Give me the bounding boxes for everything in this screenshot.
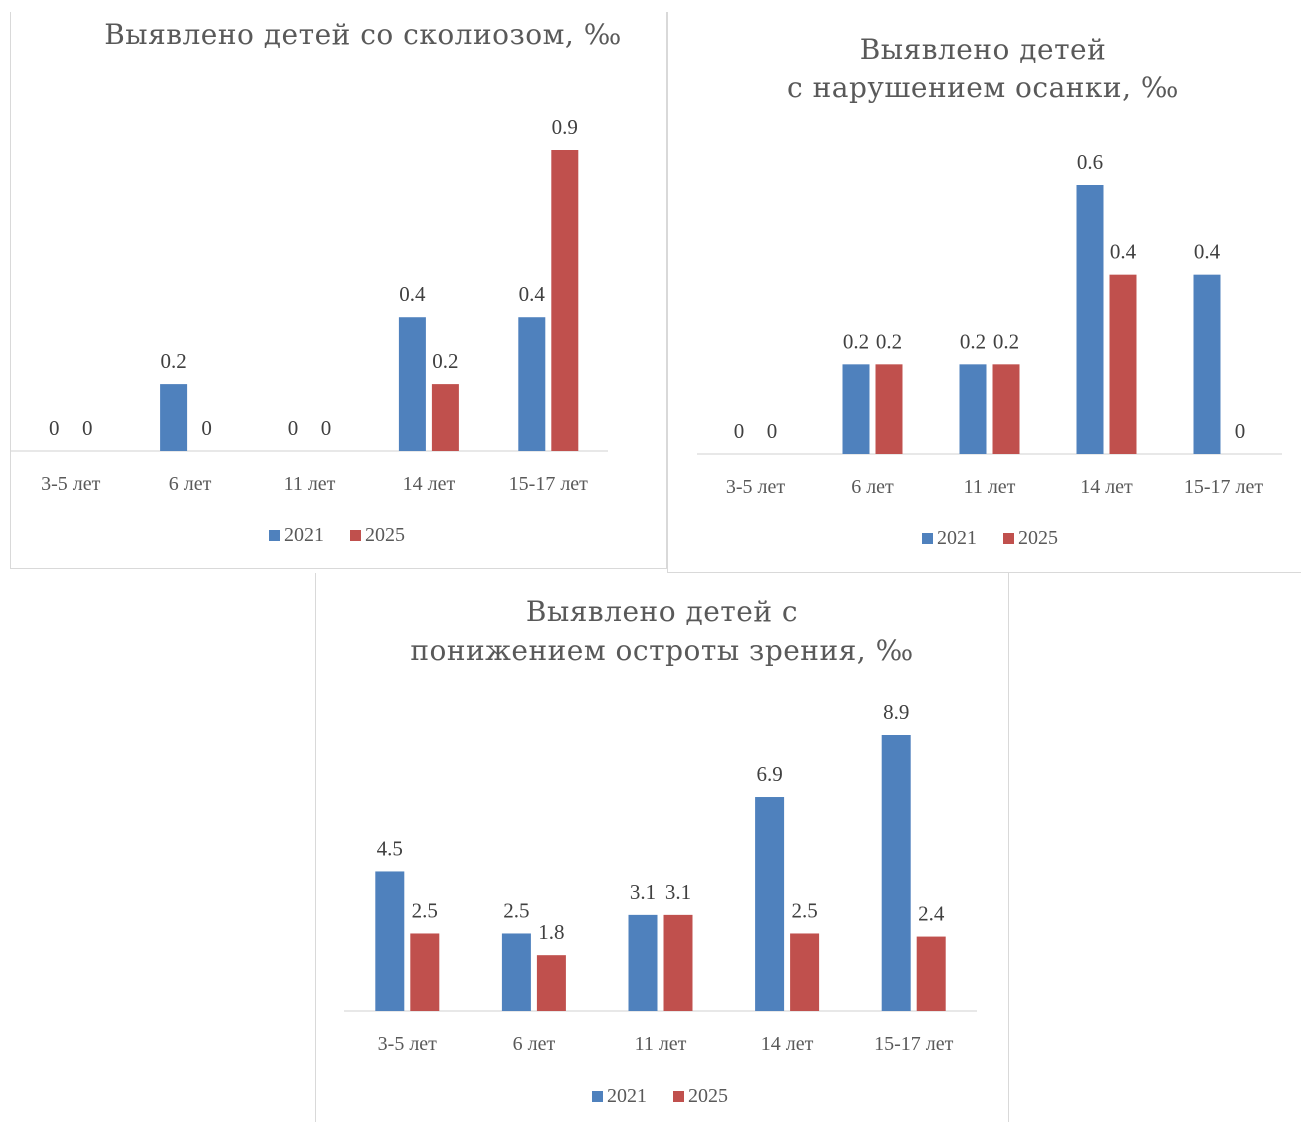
data-label-2021-11-лет: 0 [288,416,299,440]
data-label-2021-3-5-лет: 0 [49,416,60,440]
chart-title: Выявлено детей с нарушением осанки, ‰ [787,33,1179,104]
legend-swatch-2021 [922,533,933,544]
x-tick-label: 3-5 лет [726,476,786,498]
data-label-2025-14-лет: 0.4 [1110,240,1137,264]
x-tick-label: 14 лет [761,1033,814,1055]
data-label-2025-3-5-лет: 0 [767,419,778,443]
bar-2021-15-17-лет [881,735,911,1011]
bar-2025-15-17-лет [551,150,579,451]
chart-title: Выявлено детей со сколиозом, ‰ [104,18,622,51]
x-tick-label: 14 лет [1080,476,1133,498]
data-label-2025-15-17-лет: 0.9 [552,115,578,139]
legend-label-2025: 2025 [1018,527,1058,549]
bar-2025-6-лет [875,364,903,454]
x-tick-label: 15-17 лет [509,473,589,495]
x-tick-label: 15-17 лет [874,1033,954,1055]
x-tick-label: 6 лет [513,1033,556,1055]
x-tick-label: 6 лет [169,473,212,495]
data-label-2025-11-лет: 3.1 [665,880,691,904]
legend-swatch-2021 [592,1091,603,1102]
data-label-2021-15-17-лет: 8.9 [883,700,909,724]
bar-2025-14-лет [790,933,820,1011]
data-label-2025-14-лет: 0.2 [432,349,458,373]
bar-2025-11-лет [992,364,1020,454]
chart-title: Выявлено детей с понижением остроты зрени… [410,595,913,667]
data-label-2025-6-лет: 0.2 [876,329,902,353]
data-label-2021-6-лет: 0.2 [160,349,186,373]
data-label-2021-15-17-лет: 0.4 [519,282,546,306]
bar-2025-15-17-лет [916,936,946,1011]
legend-label-2021: 2021 [284,524,324,546]
data-label-2025-11-лет: 0 [321,416,332,440]
bar-2021-11-лет [959,364,987,454]
data-label-2021-6-лет: 0.2 [843,329,869,353]
chart-posture: Выявлено детей с нарушением осанки, ‰ 0 0 3-… [667,12,1301,573]
x-tick-label: 14 лет [403,473,456,495]
chart-scoliosis-svg: Выявлено детей со сколиозом, ‰0 03-5 лет0… [11,18,622,546]
x-tick-label: 15-17 лет [1184,476,1264,498]
legend-swatch-2021 [269,530,280,541]
legend-label-2021: 2021 [937,527,977,549]
bar-2021-6-лет [501,933,531,1011]
chart-scoliosis: Выявлено детей со сколиозом, ‰ 0 0 3-5 лет 0… [10,12,667,569]
data-label-2021-3-5-лет: 0 [734,419,745,443]
data-label-2021-15-17-лет: 0.4 [1194,240,1221,264]
data-label-2025-15-17-лет: 0 [1235,419,1246,443]
bar-2021-3-5-лет [375,871,405,1011]
x-tick-label: 6 лет [851,476,894,498]
legend-swatch-2025 [1003,533,1014,544]
chart-posture-svg: Выявлено детей с нарушением осанки, ‰0 03-… [697,33,1282,549]
data-label-2021-14-лет: 0.4 [399,282,426,306]
legend-label-2021: 2021 [607,1085,647,1107]
x-tick-label: 3-5 лет [41,473,101,495]
x-tick-label: 11 лет [964,476,1016,498]
bar-2021-15-17-лет [518,317,546,451]
data-label-2025-6-лет: 0 [201,416,212,440]
bar-2025-14-лет [431,384,459,451]
chart-vision-svg: Выявлено детей с понижением остроты зрени… [344,595,977,1107]
bar-2021-14-лет [1076,185,1104,454]
bar-2025-3-5-лет [410,933,440,1011]
data-label-2021-3-5-лет: 4.5 [377,836,403,860]
x-tick-label: 11 лет [284,473,336,495]
data-label-2021-6-лет: 2.5 [503,898,529,922]
bar-2021-14-лет [755,797,785,1011]
data-label-2025-14-лет: 2.5 [791,898,817,922]
bar-2025-11-лет [663,914,693,1011]
legend-label-2025: 2025 [365,524,405,546]
data-label-2021-14-лет: 6.9 [756,762,782,786]
x-tick-label: 11 лет [635,1033,687,1055]
legend-swatch-2025 [673,1091,684,1102]
legend-swatch-2025 [350,530,361,541]
x-tick-label: 3-5 лет [378,1033,438,1055]
data-label-2021-14-лет: 0.6 [1077,150,1103,174]
data-label-2021-11-лет: 0.2 [960,329,986,353]
legend-label-2025: 2025 [688,1085,728,1107]
chart-vision: Выявлено детей с понижением остроты зрени… [315,573,1009,1122]
data-label-2025-3-5-лет: 0 [82,416,93,440]
bar-2021-6-лет [160,384,188,451]
bar-2021-14-лет [398,317,426,451]
bar-2025-14-лет [1109,274,1137,454]
bar-2025-6-лет [536,955,566,1011]
bar-2021-15-17-лет [1193,274,1221,454]
data-label-2021-11-лет: 3.1 [630,880,656,904]
data-label-2025-15-17-лет: 2.4 [918,902,945,926]
data-label-2025-11-лет: 0.2 [993,329,1019,353]
bar-2021-6-лет [842,364,870,454]
data-label-2025-6-лет: 1.8 [538,920,564,944]
data-label-2025-3-5-лет: 2.5 [412,898,438,922]
bar-2021-11-лет [628,914,658,1011]
